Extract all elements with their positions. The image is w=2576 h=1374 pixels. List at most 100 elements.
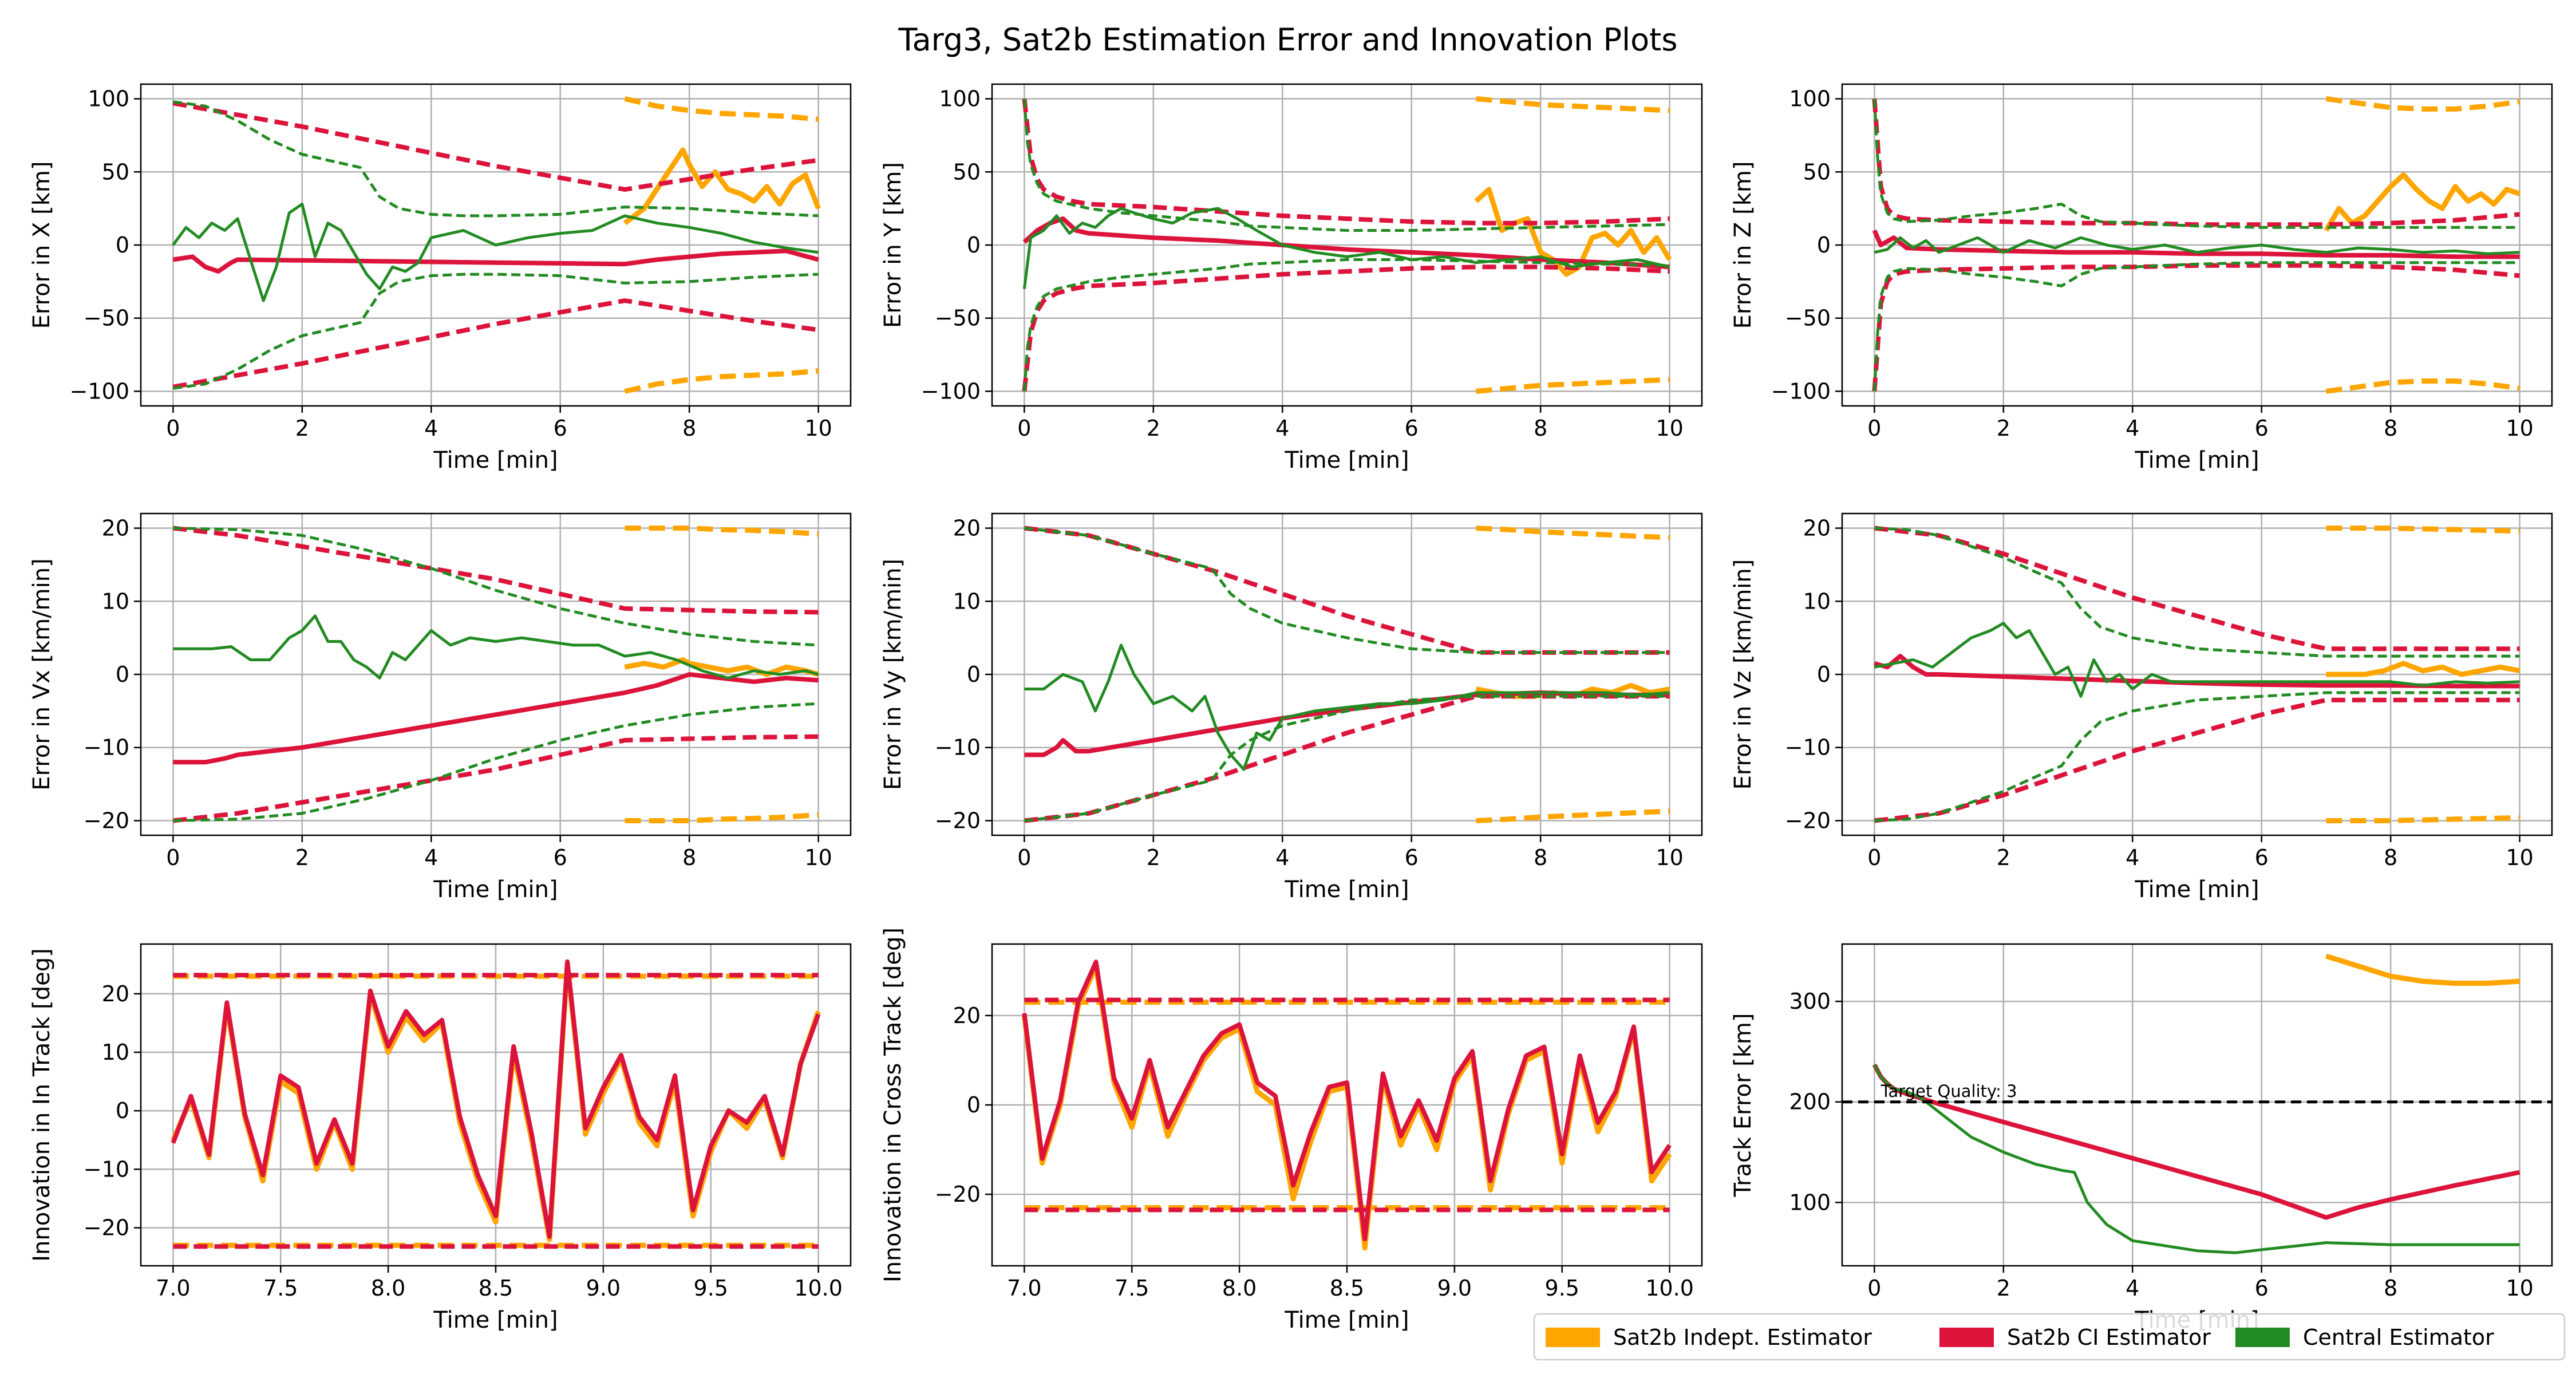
x-tick-label: 8 [2384,416,2397,441]
y-tick-label: −100 [1771,378,1831,404]
x-tick-label: 10 [2506,1276,2533,1301]
series-central-solid-6 [1874,622,2520,698]
y-tick-label: −10 [84,735,129,760]
x-tick-label: 4 [2125,416,2139,441]
series-central-dashed-8 [1874,691,2520,822]
series-central-solid-6 [1024,643,1670,771]
y-tick-label: 100 [1789,1190,1831,1215]
subplot-2: 0 2 4 6 8 10 −100 −50 0 50 100 Time [min] Error in Y… [880,83,1703,473]
y-tick-label: 20 [1803,516,1831,541]
series-indept-dashed-2 [625,812,819,823]
y-tick-label: −20 [935,808,981,833]
series-ci-solid-3 [173,672,819,765]
y-axis-label: Error in Z [km] [1730,161,1756,329]
y-tick-label: 0 [967,232,981,258]
x-tick-label: 4 [1275,845,1289,870]
series-ci-dashed-4 [172,101,819,192]
series-central-dashed-7 [1022,98,1670,232]
x-tick-label: 8 [682,845,696,870]
series-central-dashed-8 [1024,694,1670,822]
subplot-3: 0 2 4 6 8 10 −100 −50 0 50 100 Time [min] Error in Z… [1730,83,2553,473]
y-tick-label: 0 [116,662,129,687]
y-tick-label: 20 [953,516,981,541]
subplot-4: 0 2 4 6 8 10 −20 −10 0 10 20 Time [min] Error in Vx … [29,512,852,903]
series-central-solid-6 [173,614,819,680]
series-ci-dashed-5 [1872,263,2520,392]
subplot-8: 7.0 7.5 8.0 8.5 9.0 9.5 10.0 −20 0 20 Time [min] In… [880,927,1703,1333]
series-ci-dashed-4 [1872,98,2520,227]
series-indept-solid-0 [2324,172,2521,232]
y-tick-label: −20 [84,808,129,833]
series-central-dashed-7 [1874,527,2520,658]
series-ci-dashed-5 [1024,694,1670,823]
x-tick-label: 6 [554,845,567,870]
y-tick-label: 50 [953,159,981,184]
y-tick-label: −100 [921,378,981,404]
y-axis-label: Error in X [km] [29,161,55,329]
x-tick-label: 8.0 [1222,1276,1257,1301]
y-tick-label: 0 [1817,662,1831,687]
y-tick-label: −10 [84,1156,129,1182]
legend-box [1533,1313,2566,1361]
x-tick-label: 10 [804,845,832,870]
x-tick-label: 8 [1534,416,1547,441]
series-ci-dashed-4 [1024,526,1670,655]
x-tick-label: 2 [1147,845,1160,870]
x-tick-label: 7.0 [156,1276,190,1301]
series-ci-dashed-4 [1022,98,1670,226]
x-tick-label: 10 [2506,845,2533,870]
x-tick-label: 8.0 [371,1276,405,1301]
y-axis-label: Innovation in Cross Track [deg] [880,927,906,1282]
y-tick-label: −20 [84,1215,129,1241]
y-tick-label: 20 [953,1003,981,1028]
y-tick-label: −50 [1785,306,1831,331]
x-tick-label: 6 [1405,416,1419,441]
y-tick-label: 100 [1789,86,1831,112]
series-indept-dashed-1 [2326,526,2520,534]
x-tick-label: 2 [1997,845,2010,870]
x-tick-label: 7.5 [263,1276,298,1301]
series-central-dashed-8 [1872,261,2520,392]
y-tick-label: −20 [935,1182,981,1207]
x-tick-label: 0 [166,416,180,441]
x-tick-label: 4 [2125,1276,2139,1301]
x-tick-label: 8 [2384,1276,2397,1301]
y-tick-label: 10 [953,589,981,614]
plot-frame [1841,943,2553,1267]
series-indept-dashed-2 [624,368,819,394]
x-axis-label: Time [min] [2134,876,2259,903]
series-central-dashed-8 [173,273,819,390]
series-central-dashed-7 [1024,527,1670,654]
x-tick-label: 6 [2255,1276,2269,1301]
x-tick-label: 0 [1017,845,1031,870]
y-tick-label: 0 [967,1092,981,1118]
x-tick-label: 8 [2384,845,2397,870]
series-ci-solid-3 [172,248,819,274]
series-indept-dashed-1 [1476,96,1670,113]
subplot-6: 0 2 4 6 8 10 −20 −10 0 10 20 Time [min] Error in Vz … [1730,512,2553,903]
x-tick-label: 4 [2125,845,2139,870]
x-tick-label: 9.0 [586,1276,621,1301]
x-tick-label: 9.0 [1437,1276,1472,1301]
y-tick-label: −10 [935,735,981,760]
y-tick-label: 0 [116,232,129,258]
series-indept-dashed-1 [2325,96,2520,112]
y-tick-label: 0 [116,1098,129,1123]
series-ci-solid-3 [1872,229,2520,259]
y-tick-label: −10 [1785,735,1831,760]
y-tick-label: 10 [102,1040,129,1065]
series-central-dashed-7 [173,100,819,218]
series-indept-solid-0 [624,657,819,677]
x-tick-label: 8 [1534,845,1547,870]
series-ci-dashed-5 [172,298,819,389]
x-tick-label: 0 [1867,845,1881,870]
y-tick-label: 300 [1789,989,1831,1014]
y-tick-label: 10 [102,589,129,614]
legend-label-3: Central Estimator [2303,1325,2494,1350]
legend-swatch-3 [2235,1328,2290,1347]
x-axis-label: Time [min] [433,1307,558,1333]
series-central-dashed-7 [1872,98,2520,229]
y-axis-label: Track Error [km] [1730,1013,1756,1198]
series-central-solid-2 [1873,1064,2520,1254]
